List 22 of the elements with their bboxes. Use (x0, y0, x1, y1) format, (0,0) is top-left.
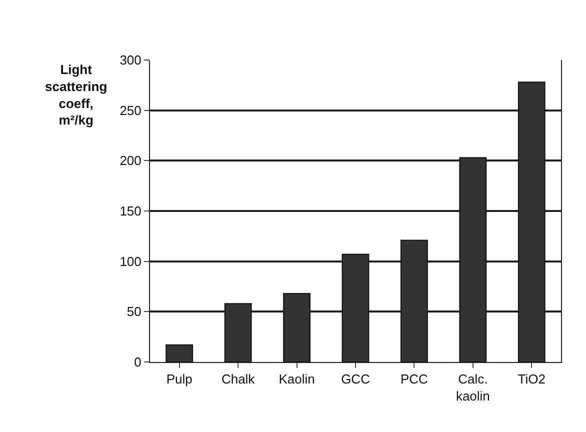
bar (459, 157, 487, 362)
y-tick-label: 100 (120, 254, 142, 269)
y-tick-label: 0 (134, 354, 142, 370)
x-tick-label: Pulp (166, 372, 192, 387)
bar (400, 240, 428, 362)
bar (518, 82, 546, 362)
bar (166, 344, 194, 362)
y-tick-label: 150 (120, 204, 142, 219)
x-tick-label: GCC (341, 372, 370, 387)
y-tick-label: 200 (120, 153, 142, 168)
y-tick-label: 250 (120, 102, 142, 118)
x-tick-label: Chalk (221, 372, 256, 387)
x-tick-label: Calc. kaolin (456, 372, 490, 404)
y-tick-label: 50 (126, 304, 142, 320)
x-tick-label: Kaolin (278, 372, 315, 387)
bar (283, 293, 310, 362)
bar (224, 303, 252, 362)
y-tick-label: 300 (120, 52, 142, 68)
bar (342, 254, 370, 362)
x-tick-label: TiO2 (518, 372, 546, 387)
y-axis-title: Light scattering coeff, m²/kg (45, 62, 108, 128)
x-tick-label: PCC (400, 372, 428, 387)
